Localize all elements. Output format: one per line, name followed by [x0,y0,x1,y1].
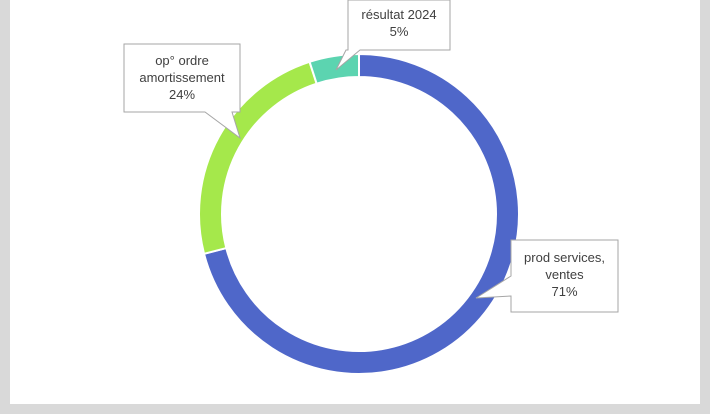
label-category: op° ordre amortissement [139,53,225,85]
callout-box [335,0,451,71]
callout-box [123,43,241,140]
label-value: 71% [551,284,578,299]
data-label: résultat 2024 5% [348,6,450,40]
label-value: 5% [389,24,409,39]
donut-slice [202,52,520,375]
label-category: résultat 2024 [361,7,437,22]
label-value: 24% [168,87,196,102]
callout-box [475,239,619,313]
data-label: prod services, ventes 71% [511,249,618,300]
data-label: op° ordre amortissement 24% [124,52,240,103]
label-category: prod services, ventes [524,250,605,282]
